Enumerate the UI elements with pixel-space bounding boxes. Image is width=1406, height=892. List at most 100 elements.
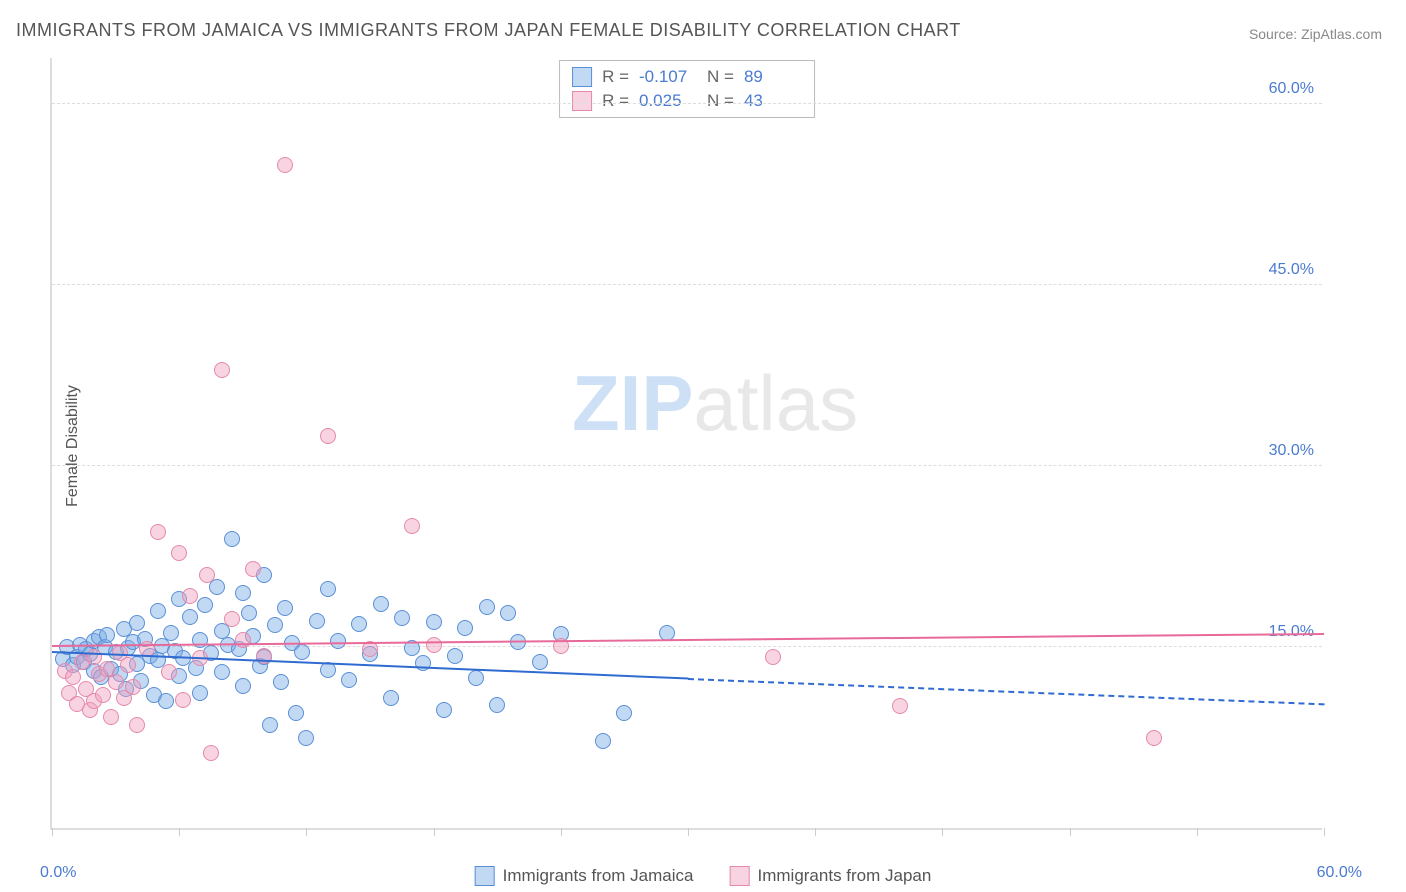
point-jamaica	[436, 702, 452, 718]
x-tick	[306, 828, 307, 836]
point-japan	[161, 664, 177, 680]
x-tick	[688, 828, 689, 836]
point-jamaica	[447, 648, 463, 664]
legend-item-japan: Immigrants from Japan	[729, 866, 931, 886]
gridline	[52, 284, 1322, 285]
stats-row-1: R = -0.107 N = 89	[572, 65, 802, 89]
bottom-legend: Immigrants from Jamaica Immigrants from …	[475, 866, 932, 886]
point-jamaica	[224, 531, 240, 547]
point-japan	[95, 687, 111, 703]
x-tick	[52, 828, 53, 836]
x-tick	[1324, 828, 1325, 836]
legend-label-jamaica: Immigrants from Jamaica	[503, 866, 694, 886]
point-jamaica	[150, 603, 166, 619]
point-jamaica	[373, 596, 389, 612]
point-jamaica	[277, 600, 293, 616]
trend-line-dashed	[688, 678, 1324, 705]
point-jamaica	[267, 617, 283, 633]
point-japan	[182, 588, 198, 604]
point-jamaica	[182, 609, 198, 625]
point-jamaica	[616, 705, 632, 721]
plot-area: ZIPatlas R = -0.107 N = 89 R = 0.025 N =…	[50, 58, 1322, 830]
point-jamaica	[426, 614, 442, 630]
point-japan	[175, 692, 191, 708]
gridline	[52, 103, 1322, 104]
point-japan	[1146, 730, 1162, 746]
point-jamaica	[129, 615, 145, 631]
point-japan	[277, 157, 293, 173]
n-value-2: 43	[744, 89, 802, 113]
y-tick-label: 15.0%	[1269, 623, 1314, 641]
x-tick	[1070, 828, 1071, 836]
point-jamaica	[192, 685, 208, 701]
point-jamaica	[500, 605, 516, 621]
point-jamaica	[383, 690, 399, 706]
point-japan	[214, 362, 230, 378]
point-japan	[129, 717, 145, 733]
x-tick	[179, 828, 180, 836]
legend-label-japan: Immigrants from Japan	[757, 866, 931, 886]
r-value-1: -0.107	[639, 65, 697, 89]
r-value-2: 0.025	[639, 89, 697, 113]
y-tick-label: 45.0%	[1269, 261, 1314, 279]
point-jamaica	[99, 627, 115, 643]
point-jamaica	[595, 733, 611, 749]
point-jamaica	[273, 674, 289, 690]
point-japan	[171, 545, 187, 561]
point-jamaica	[197, 597, 213, 613]
x-axis-max-label: 60.0%	[1317, 864, 1362, 882]
point-jamaica	[532, 654, 548, 670]
point-japan	[86, 649, 102, 665]
point-jamaica	[457, 620, 473, 636]
source-label: Source: ZipAtlas.com	[1249, 26, 1382, 42]
point-japan	[108, 674, 124, 690]
point-jamaica	[163, 625, 179, 641]
stats-row-2: R = 0.025 N = 43	[572, 89, 802, 113]
point-japan	[404, 518, 420, 534]
point-japan	[120, 657, 136, 673]
legend-swatch-japan	[729, 866, 749, 886]
point-jamaica	[158, 693, 174, 709]
point-jamaica	[262, 717, 278, 733]
r-label: R =	[602, 89, 629, 113]
point-jamaica	[288, 705, 304, 721]
gridline	[52, 465, 1322, 466]
legend-item-jamaica: Immigrants from Jamaica	[475, 866, 694, 886]
point-jamaica	[468, 670, 484, 686]
point-jamaica	[309, 613, 325, 629]
point-jamaica	[351, 616, 367, 632]
point-japan	[235, 632, 251, 648]
x-tick	[942, 828, 943, 836]
point-jamaica	[489, 697, 505, 713]
x-tick	[561, 828, 562, 836]
point-japan	[426, 637, 442, 653]
point-jamaica	[320, 581, 336, 597]
y-tick-label: 60.0%	[1269, 80, 1314, 98]
y-tick-label: 30.0%	[1269, 442, 1314, 460]
chart-title: IMMIGRANTS FROM JAMAICA VS IMMIGRANTS FR…	[16, 20, 961, 41]
point-japan	[245, 561, 261, 577]
point-japan	[224, 611, 240, 627]
watermark: ZIPatlas	[572, 358, 858, 449]
point-japan	[765, 649, 781, 665]
point-jamaica	[214, 664, 230, 680]
n-label: N =	[707, 89, 734, 113]
x-tick	[815, 828, 816, 836]
swatch-japan	[572, 91, 592, 111]
point-jamaica	[479, 599, 495, 615]
point-japan	[320, 428, 336, 444]
point-japan	[65, 669, 81, 685]
point-jamaica	[394, 610, 410, 626]
x-tick	[1197, 828, 1198, 836]
point-japan	[199, 567, 215, 583]
point-jamaica	[330, 633, 346, 649]
point-japan	[125, 679, 141, 695]
r-label: R =	[602, 65, 629, 89]
point-japan	[103, 709, 119, 725]
watermark-zip: ZIP	[572, 359, 693, 447]
n-value-1: 89	[744, 65, 802, 89]
x-axis-min-label: 0.0%	[40, 864, 76, 882]
point-japan	[892, 698, 908, 714]
watermark-atlas: atlas	[693, 359, 858, 447]
stats-legend-box: R = -0.107 N = 89 R = 0.025 N = 43	[559, 60, 815, 118]
